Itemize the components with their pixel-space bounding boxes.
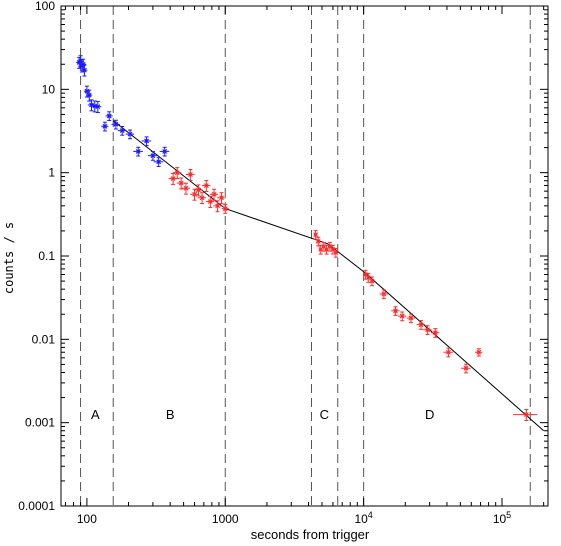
y-tick-label: 0.001: [25, 416, 55, 430]
y-tick-label: 10: [42, 82, 56, 96]
y-tick-label: 1: [48, 166, 55, 180]
phase-label-d: D: [425, 407, 434, 422]
x-tick-label: 1000: [212, 512, 239, 526]
phase-label-a: A: [91, 407, 100, 422]
x-axis-title: seconds from trigger: [251, 527, 370, 542]
phase-label-c: C: [320, 407, 329, 422]
y-axis-title: counts / s: [2, 222, 16, 294]
phase-label-b: B: [166, 407, 175, 422]
y-tick-label: 0.01: [32, 332, 56, 346]
x-tick-label: 100: [77, 512, 97, 526]
y-tick-label: 0.1: [38, 249, 55, 263]
y-tick-label: 0.0001: [18, 499, 55, 513]
y-tick-label: 100: [35, 0, 55, 13]
